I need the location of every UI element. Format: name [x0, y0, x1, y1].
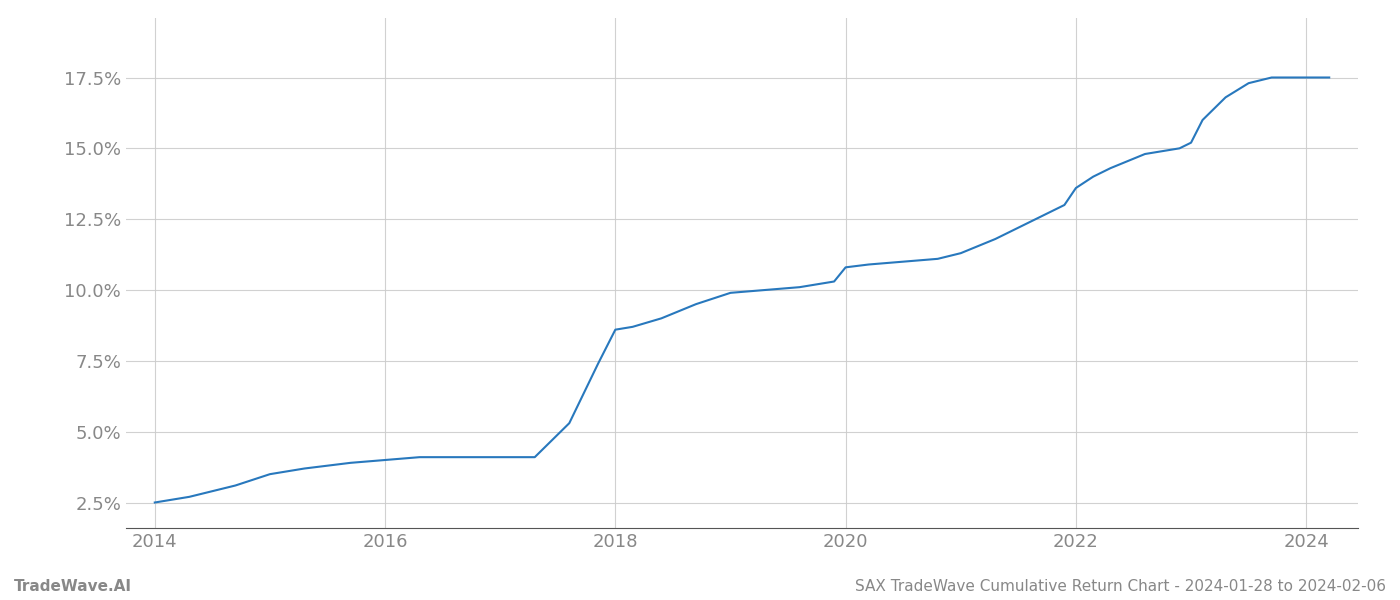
Text: SAX TradeWave Cumulative Return Chart - 2024-01-28 to 2024-02-06: SAX TradeWave Cumulative Return Chart - … — [855, 579, 1386, 594]
Text: TradeWave.AI: TradeWave.AI — [14, 579, 132, 594]
